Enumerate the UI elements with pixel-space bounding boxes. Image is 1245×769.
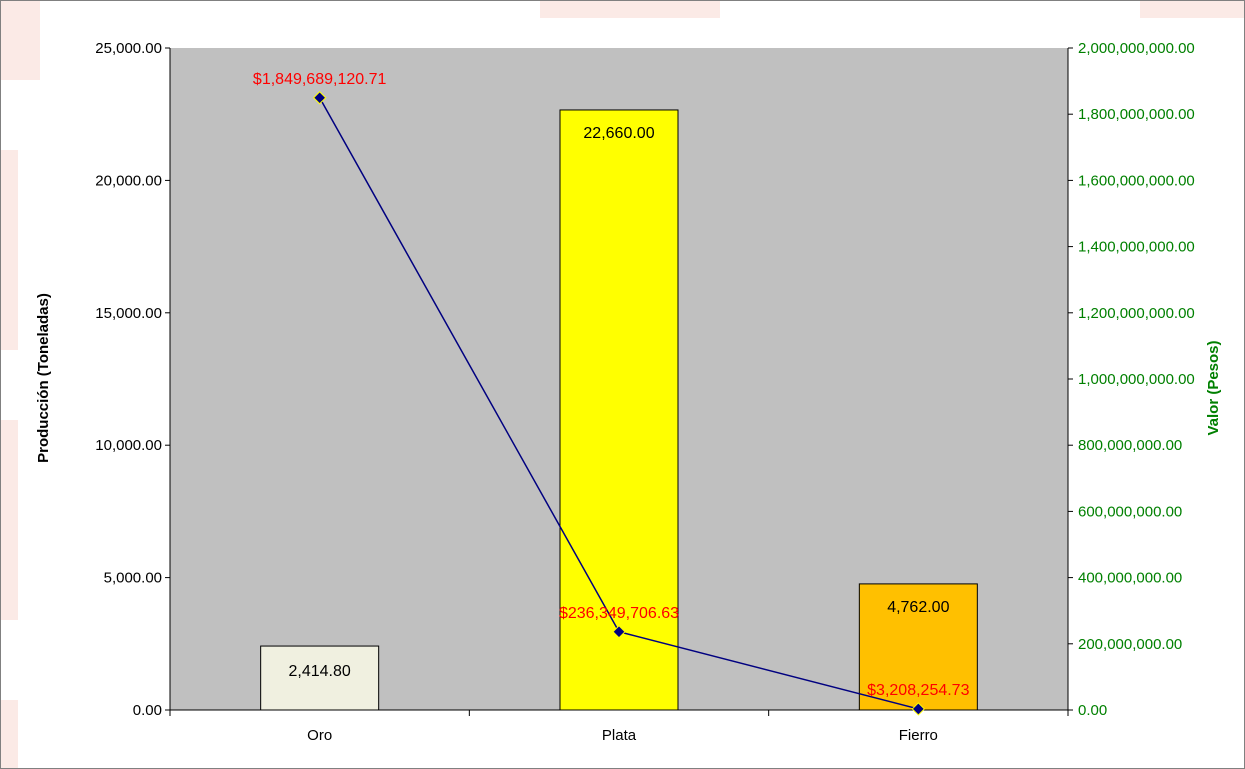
right-axis-title: Valor (Pesos) xyxy=(1205,340,1222,435)
left-tick-label: 10,000.00 xyxy=(95,437,162,454)
right-tick-label: 1,200,000,000.00 xyxy=(1078,305,1195,322)
bar-data-label-plata: 22,660.00 xyxy=(583,125,654,142)
right-tick-label: 1,400,000,000.00 xyxy=(1078,239,1195,256)
left-tick-label: 5,000.00 xyxy=(104,570,162,587)
right-tick-label: 600,000,000.00 xyxy=(1078,503,1182,520)
value-data-label-oro: $1,849,689,120.71 xyxy=(253,71,387,88)
bar-data-label-oro: 2,414.80 xyxy=(289,663,351,680)
right-tick-label: 0.00 xyxy=(1078,702,1107,719)
left-axis-title: Producción (Toneladas) xyxy=(35,293,52,463)
value-marker-plata xyxy=(612,625,626,639)
bar-data-label-fierro: 4,762.00 xyxy=(887,599,949,616)
x-tick-label: Fierro xyxy=(899,727,938,744)
x-tick-label: Plata xyxy=(602,727,637,744)
value-marker-fierro xyxy=(911,702,926,716)
value-data-label-plata: $236,349,706.63 xyxy=(559,605,679,622)
bar-oro xyxy=(260,645,380,711)
left-tick-label: 15,000.00 xyxy=(95,305,162,322)
value-data-label-fierro: $3,208,254.73 xyxy=(867,682,969,699)
left-tick-label: 0.00 xyxy=(133,702,162,719)
right-tick-label: 1,000,000,000.00 xyxy=(1078,371,1195,388)
bar-fierro xyxy=(858,583,978,711)
right-tick-label: 800,000,000.00 xyxy=(1078,437,1182,454)
right-tick-label: 1,800,000,000.00 xyxy=(1078,106,1195,123)
right-tick-label: 400,000,000.00 xyxy=(1078,570,1182,587)
right-tick-label: 1,600,000,000.00 xyxy=(1078,172,1195,189)
value-marker-oro xyxy=(312,91,327,105)
right-tick-label: 2,000,000,000.00 xyxy=(1078,40,1195,57)
right-tick-label: 200,000,000.00 xyxy=(1078,636,1182,653)
left-tick-label: 20,000.00 xyxy=(95,172,162,189)
bar-plata xyxy=(559,109,679,711)
left-tick-label: 25,000.00 xyxy=(95,40,162,57)
x-tick-label: Oro xyxy=(307,727,332,744)
